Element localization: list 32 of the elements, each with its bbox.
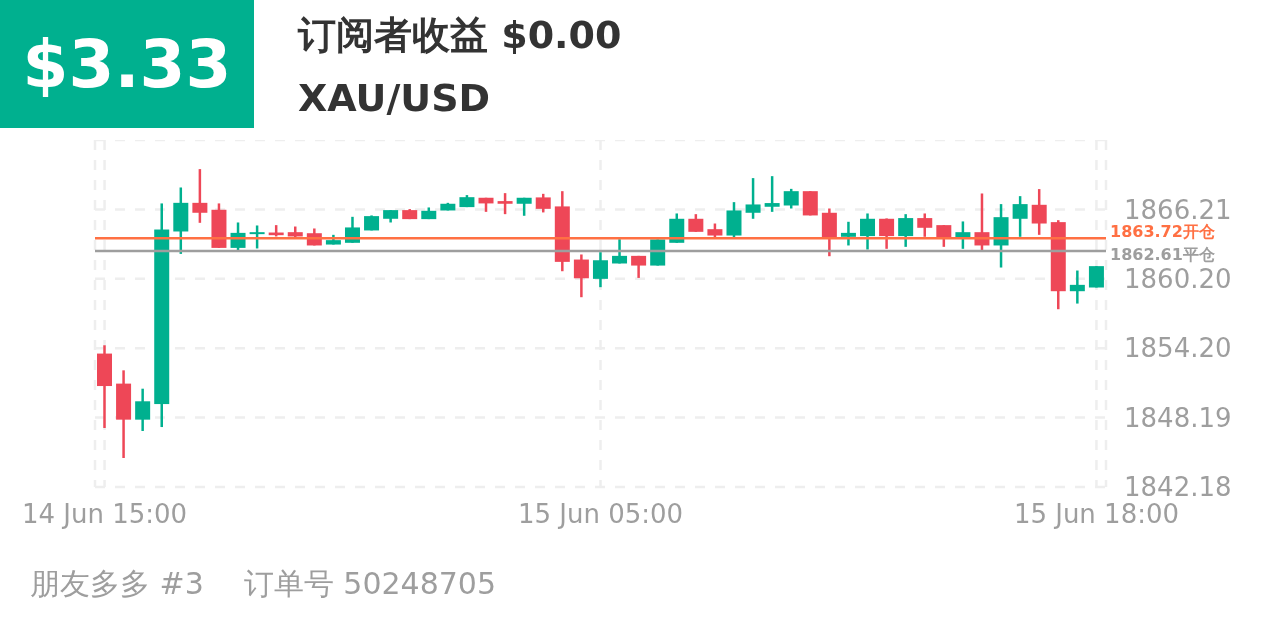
- candlestick: [840, 220, 856, 247]
- text: 朋友多多 #3: [30, 566, 204, 601]
- candlestick: [898, 212, 914, 249]
- candlestick: [249, 224, 265, 250]
- text: $3.33: [22, 25, 232, 103]
- candlestick: [1012, 194, 1028, 239]
- ref-line-label: 1862.61平仓: [1110, 244, 1216, 264]
- y-tick-label: 1854.20: [1124, 333, 1232, 364]
- candlestick: [192, 167, 208, 225]
- candlestick: [592, 250, 608, 289]
- text: 订单号 50248705: [243, 566, 496, 601]
- candlestick: [1088, 264, 1104, 289]
- candlestick: [1069, 269, 1085, 305]
- chart-subtitle: XAU/USD: [298, 76, 491, 120]
- candlestick: [879, 217, 895, 251]
- y-tick-label: 1848.19: [1124, 402, 1232, 433]
- candlestick: [936, 223, 952, 249]
- candlestick: [573, 253, 589, 299]
- x-tick-label: 15 Jun 05:00: [517, 499, 684, 529]
- x-tick-label: 14 Jun 15:00: [21, 499, 188, 529]
- candlestick: [535, 192, 551, 214]
- candlestick: [783, 187, 799, 210]
- candlestick: [917, 212, 933, 239]
- candlestick: [745, 176, 761, 221]
- candlestick: [860, 212, 876, 251]
- candlestick: [135, 387, 151, 433]
- candlestick: [1031, 187, 1047, 237]
- candlestick: [612, 237, 628, 265]
- chart-title: 订阅者收益 $0.00: [298, 12, 622, 59]
- candlestick: [764, 174, 780, 214]
- y-tick-label: 1860.20: [1124, 264, 1232, 295]
- candlestick: [497, 191, 513, 216]
